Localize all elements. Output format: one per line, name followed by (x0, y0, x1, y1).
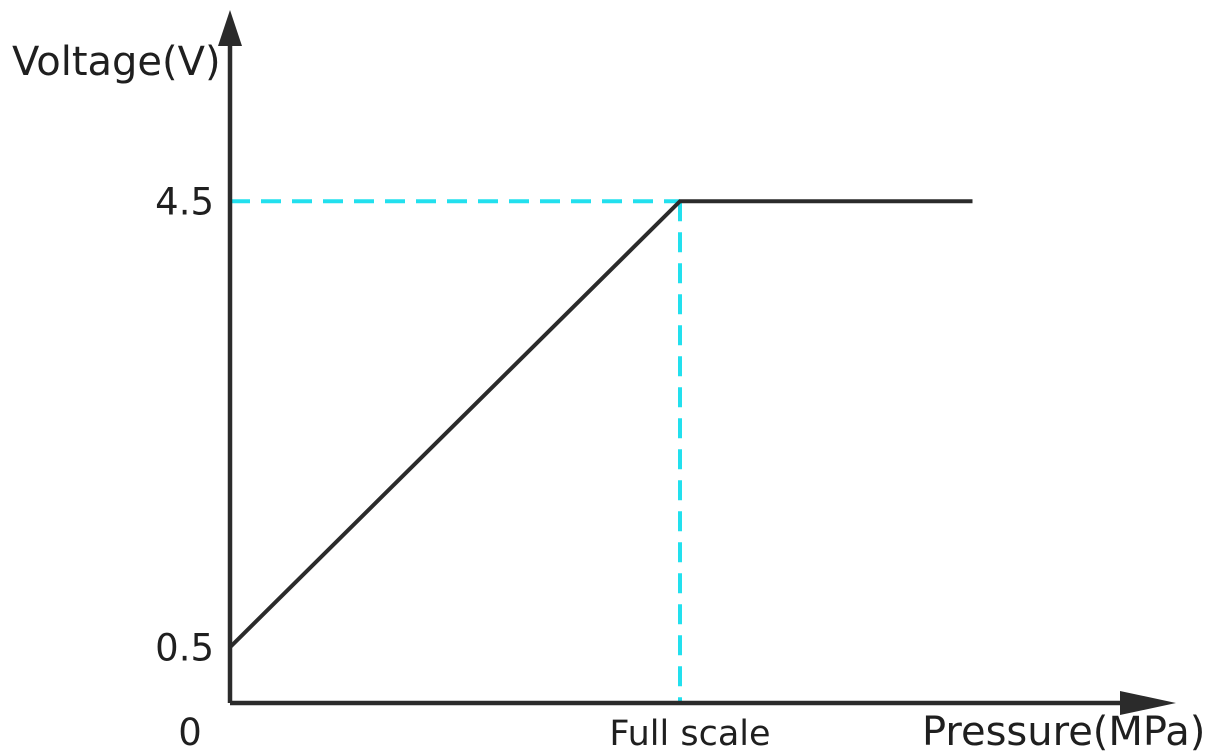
x-axis-label: Pressure(MPa) (922, 709, 1205, 754)
y-axis-arrow-icon (218, 10, 242, 46)
y-axis-label: Voltage(V) (12, 39, 221, 85)
x-axis-arrow-icon (1120, 691, 1176, 715)
origin-label: 0 (178, 711, 202, 754)
x-tick-label-full-scale: Full scale (609, 714, 770, 754)
y-tick-label-4.5: 4.5 (155, 180, 214, 223)
y-tick-label-0.5: 0.5 (155, 626, 214, 669)
output-voltage-series-line (228, 199, 973, 649)
